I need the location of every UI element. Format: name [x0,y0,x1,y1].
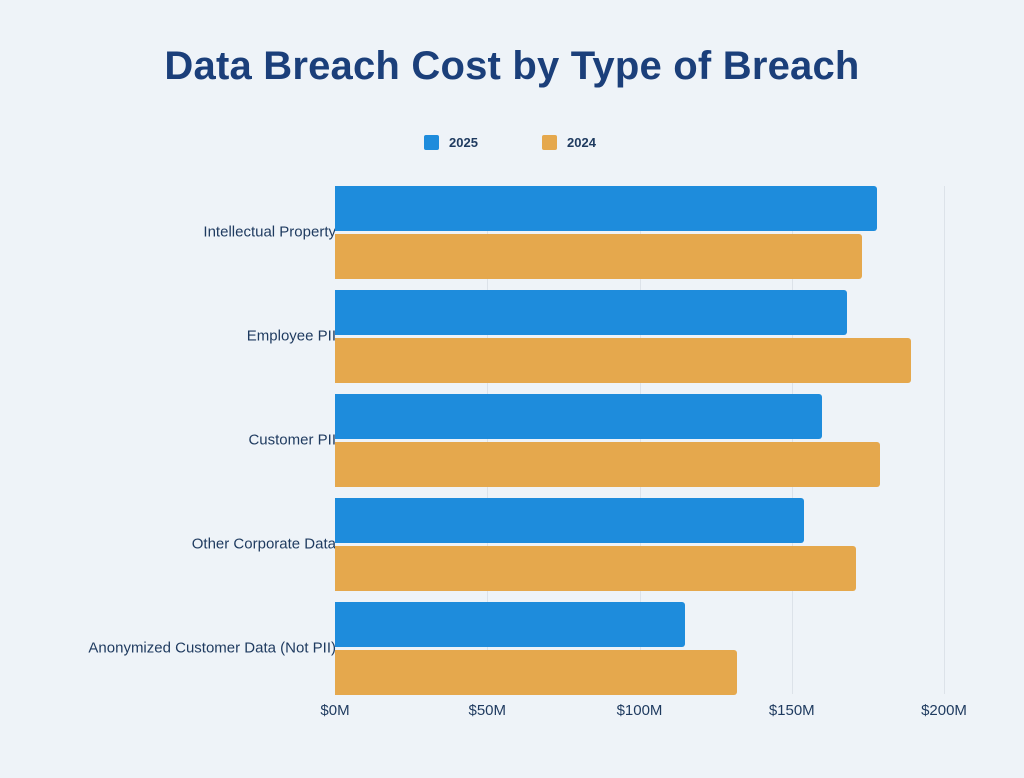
bar-2025 [335,186,877,231]
legend-item-2025: 2025 [424,135,478,150]
legend-label-2025: 2025 [449,135,478,150]
gridline [944,186,945,694]
x-tick-label: $200M [921,702,967,719]
legend-swatch-2025 [424,135,439,150]
x-tick-label: $50M [468,702,507,719]
bar-2025 [335,394,823,439]
category-label: Intellectual Property [203,223,336,241]
gridline [639,186,641,694]
bar-2025 [335,290,847,335]
bar-2024 [335,234,862,279]
category-label: Customer PII [248,431,336,449]
bar-2025 [335,602,686,647]
category-label: Anonymized Customer Data (Not PII) [88,639,336,657]
x-tick-label: $0M [320,702,350,719]
plot-area [335,186,945,695]
category-label: Employee PII [246,327,336,345]
bar-2024 [335,338,911,383]
gridline [487,186,489,694]
bar-2024 [335,650,737,695]
bar-2024 [335,546,856,591]
legend-swatch-2024 [542,135,557,150]
category-label: Other Corporate Data [191,535,336,553]
x-tick-label: $100M [616,702,663,719]
bar-2024 [335,442,881,487]
x-tick-label: $150M [768,702,815,719]
gridline [791,186,793,694]
legend: 2025 2024 [0,135,1024,153]
chart-title: Data Breach Cost by Type of Breach [164,44,860,88]
legend-label-2024: 2024 [567,135,596,150]
bar-2025 [335,498,804,543]
legend-item-2024: 2024 [542,135,596,150]
